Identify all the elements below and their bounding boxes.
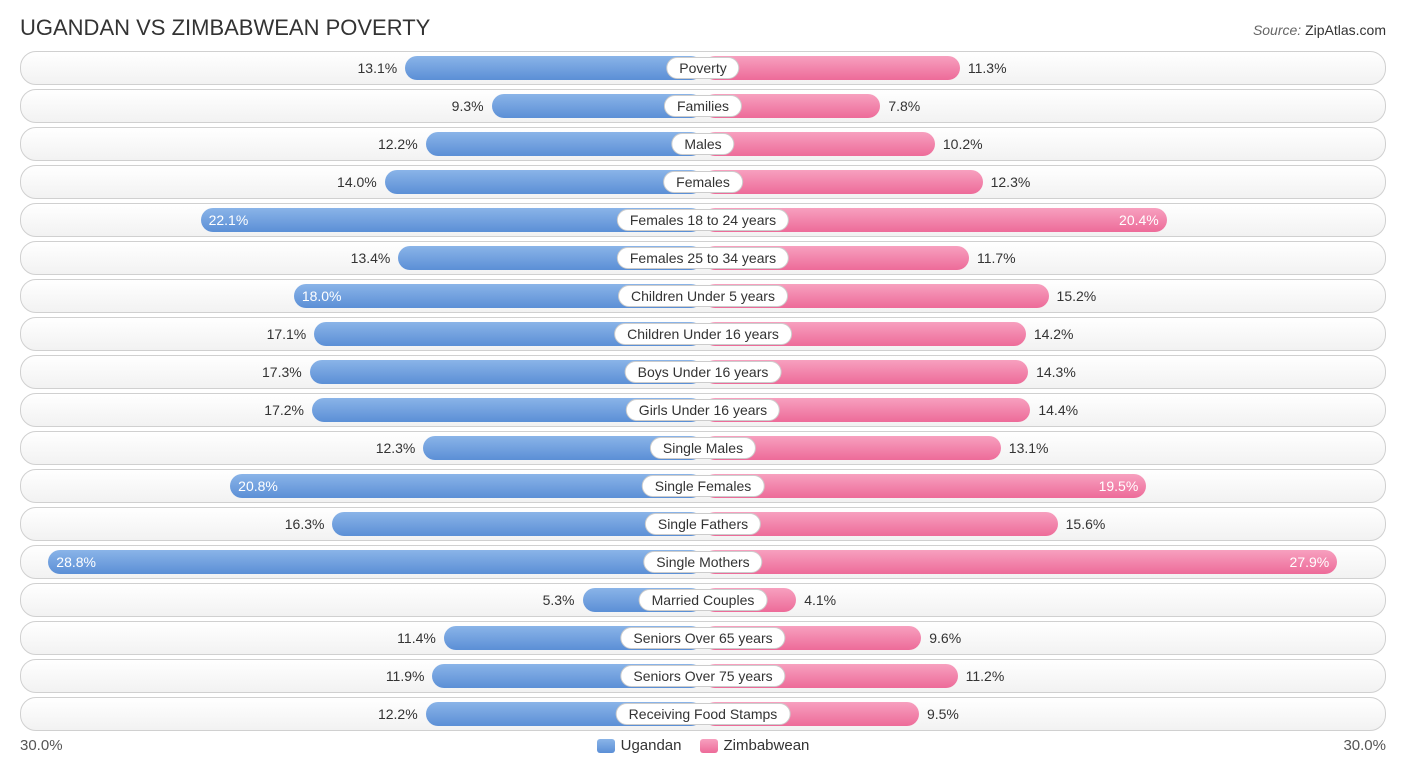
value-right: 12.3% [983, 166, 1039, 198]
legend-swatch-right [700, 739, 718, 753]
bar-left [385, 170, 703, 194]
diverging-bar-chart: 13.1% 11.3% Poverty 9.3% 7.8% Families 12.2% 10… [20, 51, 1386, 731]
bar-row: 11.9% 11.2% Seniors Over 75 years [20, 659, 1386, 693]
value-right: 10.2% [935, 128, 991, 160]
value-right: 14.2% [1026, 318, 1082, 350]
category-label: Receiving Food Stamps [616, 703, 791, 725]
value-left: 13.1% [350, 52, 406, 84]
value-left: 17.3% [254, 356, 310, 388]
value-right: 19.5% [1091, 470, 1147, 502]
value-left: 17.2% [256, 394, 312, 426]
value-left: 12.3% [368, 432, 424, 464]
bar-row: 5.3% 4.1% Married Couples [20, 583, 1386, 617]
value-left: 12.2% [370, 698, 426, 730]
value-right: 14.4% [1030, 394, 1086, 426]
bar-row: 28.8% 27.9% Single Mothers [20, 545, 1386, 579]
bar-row: 20.8% 19.5% Single Females [20, 469, 1386, 503]
value-right: 15.6% [1058, 508, 1114, 540]
value-right: 9.6% [921, 622, 969, 654]
category-label: Single Females [642, 475, 765, 497]
value-left: 11.9% [378, 660, 433, 692]
bar-right [703, 550, 1337, 574]
bar-left [48, 550, 703, 574]
legend-swatch-left [597, 739, 615, 753]
bar-right [703, 56, 960, 80]
bar-row: 12.3% 13.1% Single Males [20, 431, 1386, 465]
bar-left [405, 56, 703, 80]
bar-row: 22.1% 20.4% Females 18 to 24 years [20, 203, 1386, 237]
category-label: Males [671, 133, 734, 155]
chart-source: Source: ZipAtlas.com [1253, 22, 1386, 38]
value-right: 11.3% [960, 52, 1015, 84]
bar-row: 12.2% 9.5% Receiving Food Stamps [20, 697, 1386, 731]
category-label: Children Under 16 years [614, 323, 792, 345]
legend: Ugandan Zimbabwean [597, 737, 810, 754]
category-label: Seniors Over 65 years [620, 627, 785, 649]
category-label: Boys Under 16 years [625, 361, 782, 383]
bar-row: 17.3% 14.3% Boys Under 16 years [20, 355, 1386, 389]
category-label: Children Under 5 years [618, 285, 788, 307]
value-right: 7.8% [880, 90, 928, 122]
value-right: 13.1% [1001, 432, 1057, 464]
axis-max-right: 30.0% [1343, 737, 1386, 754]
bar-row: 9.3% 7.8% Families [20, 89, 1386, 123]
source-value: ZipAtlas.com [1305, 22, 1386, 38]
value-left: 22.1% [201, 204, 257, 236]
value-left: 20.8% [230, 470, 286, 502]
category-label: Families [664, 95, 742, 117]
bar-right [703, 170, 983, 194]
category-label: Females 18 to 24 years [617, 209, 789, 231]
category-label: Married Couples [639, 589, 768, 611]
bar-row: 11.4% 9.6% Seniors Over 65 years [20, 621, 1386, 655]
bar-row: 14.0% 12.3% Females [20, 165, 1386, 199]
value-left: 13.4% [343, 242, 399, 274]
value-right: 11.2% [958, 660, 1013, 692]
bar-right [703, 474, 1146, 498]
category-label: Females [663, 171, 743, 193]
bar-left [426, 132, 703, 156]
bar-row: 13.4% 11.7% Females 25 to 34 years [20, 241, 1386, 275]
axis-max-left: 30.0% [20, 737, 63, 754]
value-right: 4.1% [796, 584, 844, 616]
bar-right [703, 132, 935, 156]
bar-row: 17.1% 14.2% Children Under 16 years [20, 317, 1386, 351]
source-label: Source: [1253, 22, 1301, 38]
chart-footer: 30.0% Ugandan Zimbabwean 30.0% [20, 737, 1386, 754]
legend-label-right: Zimbabwean [724, 737, 810, 754]
bar-row: 16.3% 15.6% Single Fathers [20, 507, 1386, 541]
bar-row: 12.2% 10.2% Males [20, 127, 1386, 161]
value-right: 20.4% [1111, 204, 1167, 236]
category-label: Single Males [650, 437, 756, 459]
legend-item-left: Ugandan [597, 737, 682, 754]
value-right: 11.7% [969, 242, 1024, 274]
category-label: Poverty [666, 57, 739, 79]
category-label: Single Mothers [643, 551, 762, 573]
category-label: Seniors Over 75 years [620, 665, 785, 687]
legend-item-right: Zimbabwean [700, 737, 810, 754]
value-right: 15.2% [1049, 280, 1105, 312]
category-label: Girls Under 16 years [626, 399, 780, 421]
chart-header: UGANDAN VS ZIMBABWEAN POVERTY Source: Zi… [20, 15, 1386, 41]
value-left: 9.3% [444, 90, 492, 122]
category-label: Single Fathers [645, 513, 761, 535]
chart-title: UGANDAN VS ZIMBABWEAN POVERTY [20, 15, 430, 41]
value-right: 14.3% [1028, 356, 1084, 388]
category-label: Females 25 to 34 years [617, 247, 789, 269]
bar-row: 13.1% 11.3% Poverty [20, 51, 1386, 85]
value-left: 11.4% [389, 622, 444, 654]
value-left: 18.0% [294, 280, 350, 312]
value-left: 17.1% [259, 318, 315, 350]
value-left: 12.2% [370, 128, 426, 160]
bar-row: 17.2% 14.4% Girls Under 16 years [20, 393, 1386, 427]
bar-row: 18.0% 15.2% Children Under 5 years [20, 279, 1386, 313]
legend-label-left: Ugandan [621, 737, 682, 754]
bar-left [230, 474, 703, 498]
value-left: 28.8% [48, 546, 104, 578]
value-left: 16.3% [277, 508, 333, 540]
value-right: 9.5% [919, 698, 967, 730]
value-left: 5.3% [535, 584, 583, 616]
value-left: 14.0% [329, 166, 385, 198]
value-right: 27.9% [1282, 546, 1338, 578]
